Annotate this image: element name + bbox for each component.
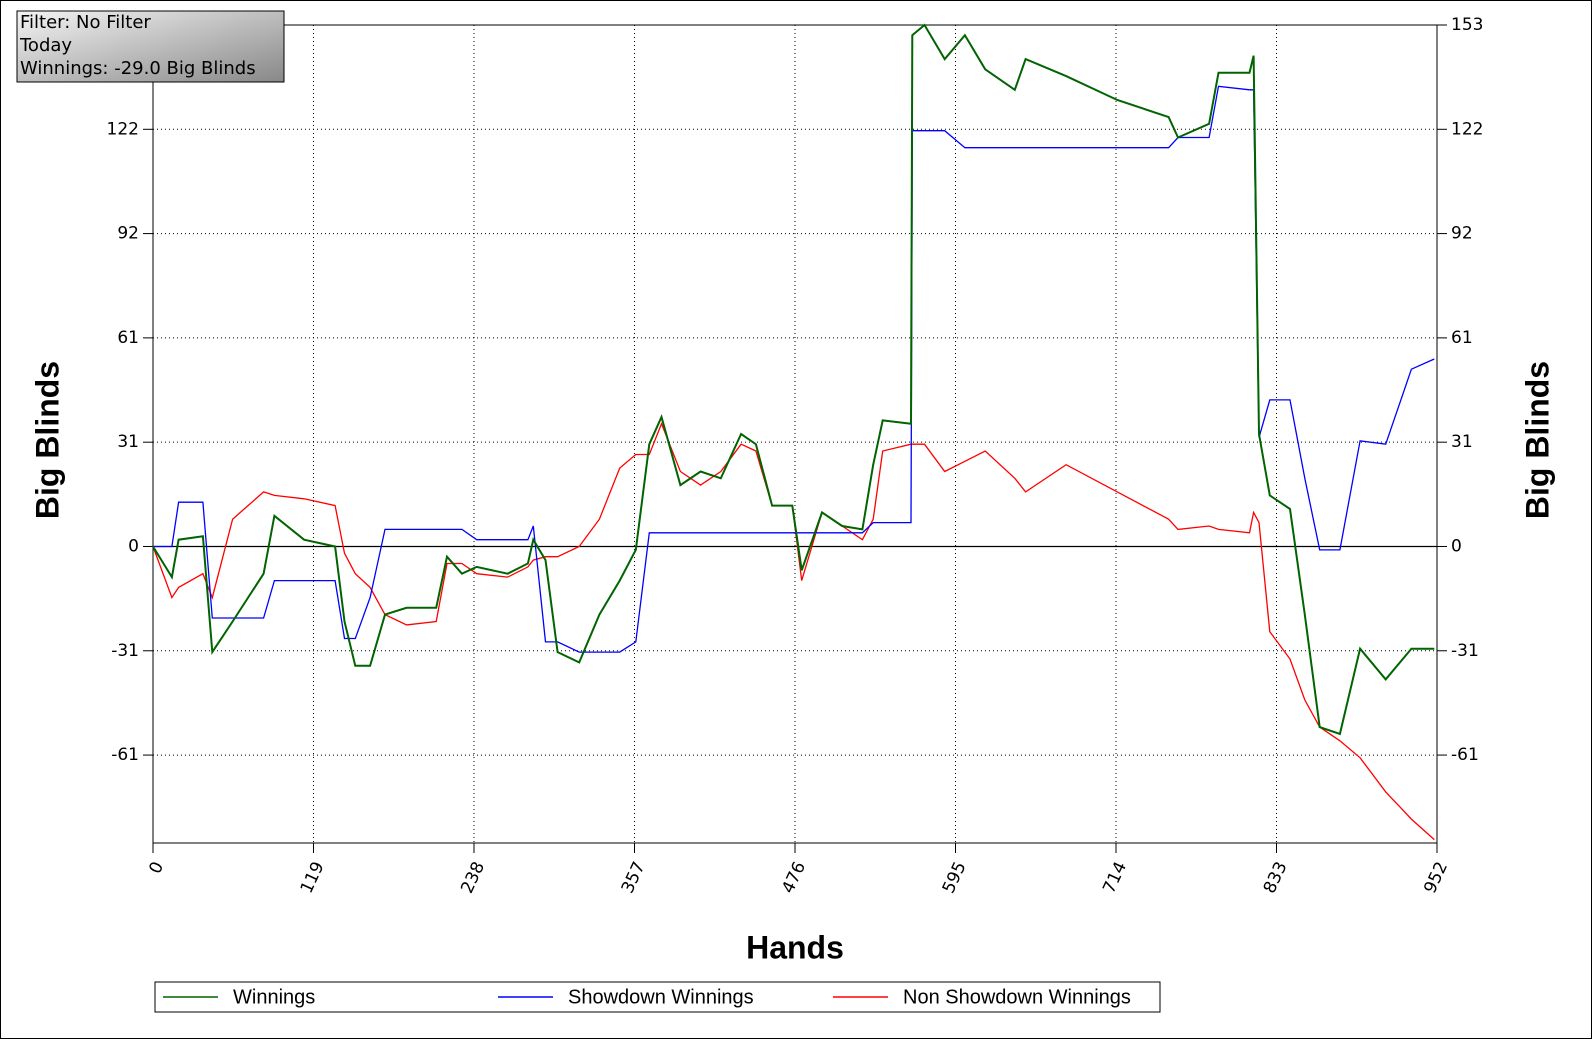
y-tick-label: -61 <box>111 745 139 765</box>
info-text: Filter: No Filter <box>20 12 151 33</box>
y-axis-title: Big Blinds <box>29 361 65 519</box>
y-tick-label: 61 <box>117 328 139 348</box>
y-tick-label: -31 <box>111 641 139 661</box>
legend-label: Showdown Winnings <box>568 986 754 1008</box>
legend-box <box>154 981 1161 1013</box>
y2-tick-label: 153 <box>1451 15 1483 35</box>
x-axis-title: Hands <box>746 929 844 965</box>
y2-tick-label: -61 <box>1451 745 1479 765</box>
y2-tick-label: 61 <box>1451 328 1473 348</box>
y2-tick-label: -31 <box>1451 641 1479 661</box>
series-line <box>152 23 1435 736</box>
plot-area <box>152 24 1438 844</box>
y2-axis-title: Big Blinds <box>1519 361 1555 519</box>
y-tick-label: 31 <box>117 432 139 452</box>
info-text: Today <box>19 35 72 56</box>
series-line <box>152 422 1435 841</box>
y2-tick-label: 0 <box>1451 536 1462 556</box>
info-box <box>16 10 285 83</box>
y-tick-label: 0 <box>128 536 139 556</box>
y-tick-label: 92 <box>117 224 139 244</box>
series-line <box>153 85 1435 653</box>
y2-tick-label: 122 <box>1451 119 1483 139</box>
legend-label: Non Showdown Winnings <box>903 986 1131 1008</box>
y2-tick-label: 92 <box>1451 224 1473 244</box>
info-text: Winnings: -29.0 Big Blinds <box>20 58 256 79</box>
y2-tick-label: 31 <box>1451 432 1473 452</box>
legend-label: Winnings <box>233 986 315 1008</box>
y-tick-label: 122 <box>107 119 139 139</box>
